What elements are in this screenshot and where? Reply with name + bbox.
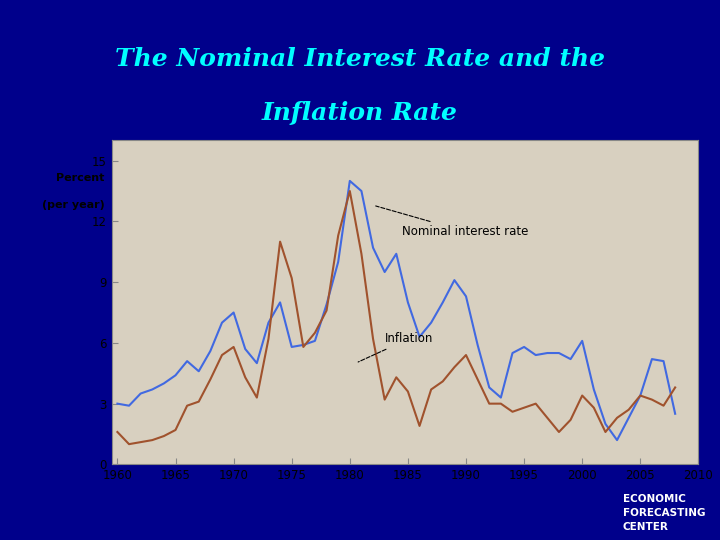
Text: Inflation: Inflation	[358, 332, 433, 362]
Text: ECONOMIC
FORECASTING
CENTER: ECONOMIC FORECASTING CENTER	[623, 494, 706, 532]
Text: Percent: Percent	[56, 173, 104, 183]
Text: (per year): (per year)	[42, 200, 104, 210]
Text: Inflation Rate: Inflation Rate	[262, 102, 458, 125]
Text: Nominal interest rate: Nominal interest rate	[376, 206, 528, 238]
Text: The Nominal Interest Rate and the: The Nominal Interest Rate and the	[115, 48, 605, 71]
